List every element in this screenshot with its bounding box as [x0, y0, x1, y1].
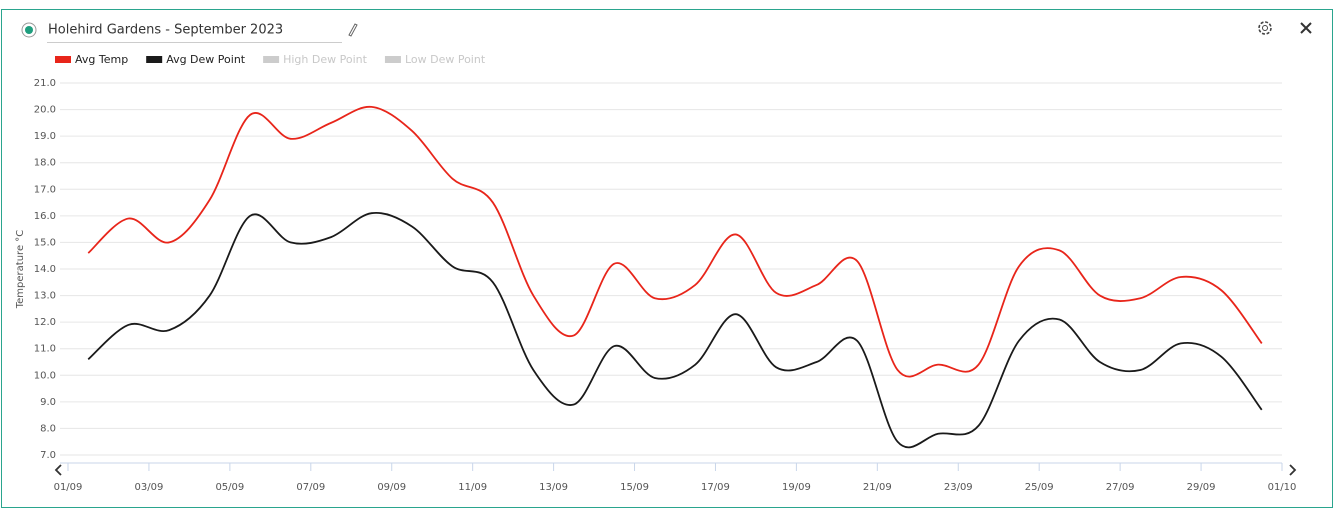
edit-icon[interactable] [348, 23, 358, 37]
y-tick-label: 9.0 [40, 397, 56, 408]
y-tick-label: 19.0 [34, 131, 56, 142]
legend-label: Avg Temp [75, 53, 128, 66]
y-tick-label: 17.0 [34, 184, 56, 195]
y-tick-label: 14.0 [34, 264, 56, 275]
legend-swatch [263, 56, 280, 63]
y-tick-label: 15.0 [34, 237, 56, 248]
x-tick-label: 29/09 [1187, 482, 1216, 493]
x-tick-label: 25/09 [1025, 482, 1054, 493]
radio-dot [25, 26, 33, 34]
y-tick-label: 21.0 [34, 78, 56, 89]
x-tick-label: 19/09 [782, 482, 811, 493]
next-arrow[interactable] [1289, 464, 1297, 476]
close-icon[interactable] [1300, 22, 1312, 34]
legend-swatch [55, 56, 71, 63]
prev-arrow[interactable] [54, 464, 62, 476]
x-tick-label: 07/09 [296, 482, 325, 493]
legend-swatch [146, 56, 163, 63]
x-tick-label: 27/09 [1106, 482, 1135, 493]
y-tick-label: 12.0 [34, 317, 56, 328]
y-tick-label: 10.0 [34, 370, 56, 381]
y-tick-label: 20.0 [34, 105, 56, 116]
x-tick-label: 01/10 [1268, 482, 1297, 493]
widget-frame [1, 9, 1333, 508]
y-tick-label: 18.0 [34, 158, 56, 169]
y-tick-label: 16.0 [34, 211, 56, 222]
settings-icon[interactable] [1258, 21, 1272, 35]
x-tick-label: 17/09 [701, 482, 730, 493]
y-tick-label: 13.0 [34, 291, 56, 302]
legend-swatch [384, 56, 401, 63]
x-tick-label: 15/09 [620, 482, 649, 493]
y-tick-label: 7.0 [40, 450, 56, 461]
y-axis-label: Temperature °C [15, 230, 26, 310]
y-tick-label: 11.0 [34, 344, 56, 355]
chart-title: Holehird Gardens - September 2023 [48, 23, 283, 38]
x-tick-label: 01/09 [54, 482, 83, 493]
x-tick-label: 03/09 [135, 482, 164, 493]
legend-label: Low Dew Point [405, 53, 486, 66]
x-tick-label: 13/09 [539, 482, 568, 493]
x-tick-label: 05/09 [215, 482, 244, 493]
x-tick-label: 09/09 [377, 482, 406, 493]
radio[interactable] [21, 22, 37, 38]
x-tick-label: 23/09 [944, 482, 973, 493]
x-tick-label: 21/09 [863, 482, 892, 493]
legend-label: High Dew Point [283, 53, 368, 66]
y-tick-label: 8.0 [40, 423, 56, 434]
series-line [87, 106, 1263, 378]
series-line [87, 212, 1263, 449]
x-tick-label: 11/09 [458, 482, 487, 493]
legend-label: Avg Dew Point [166, 53, 246, 66]
